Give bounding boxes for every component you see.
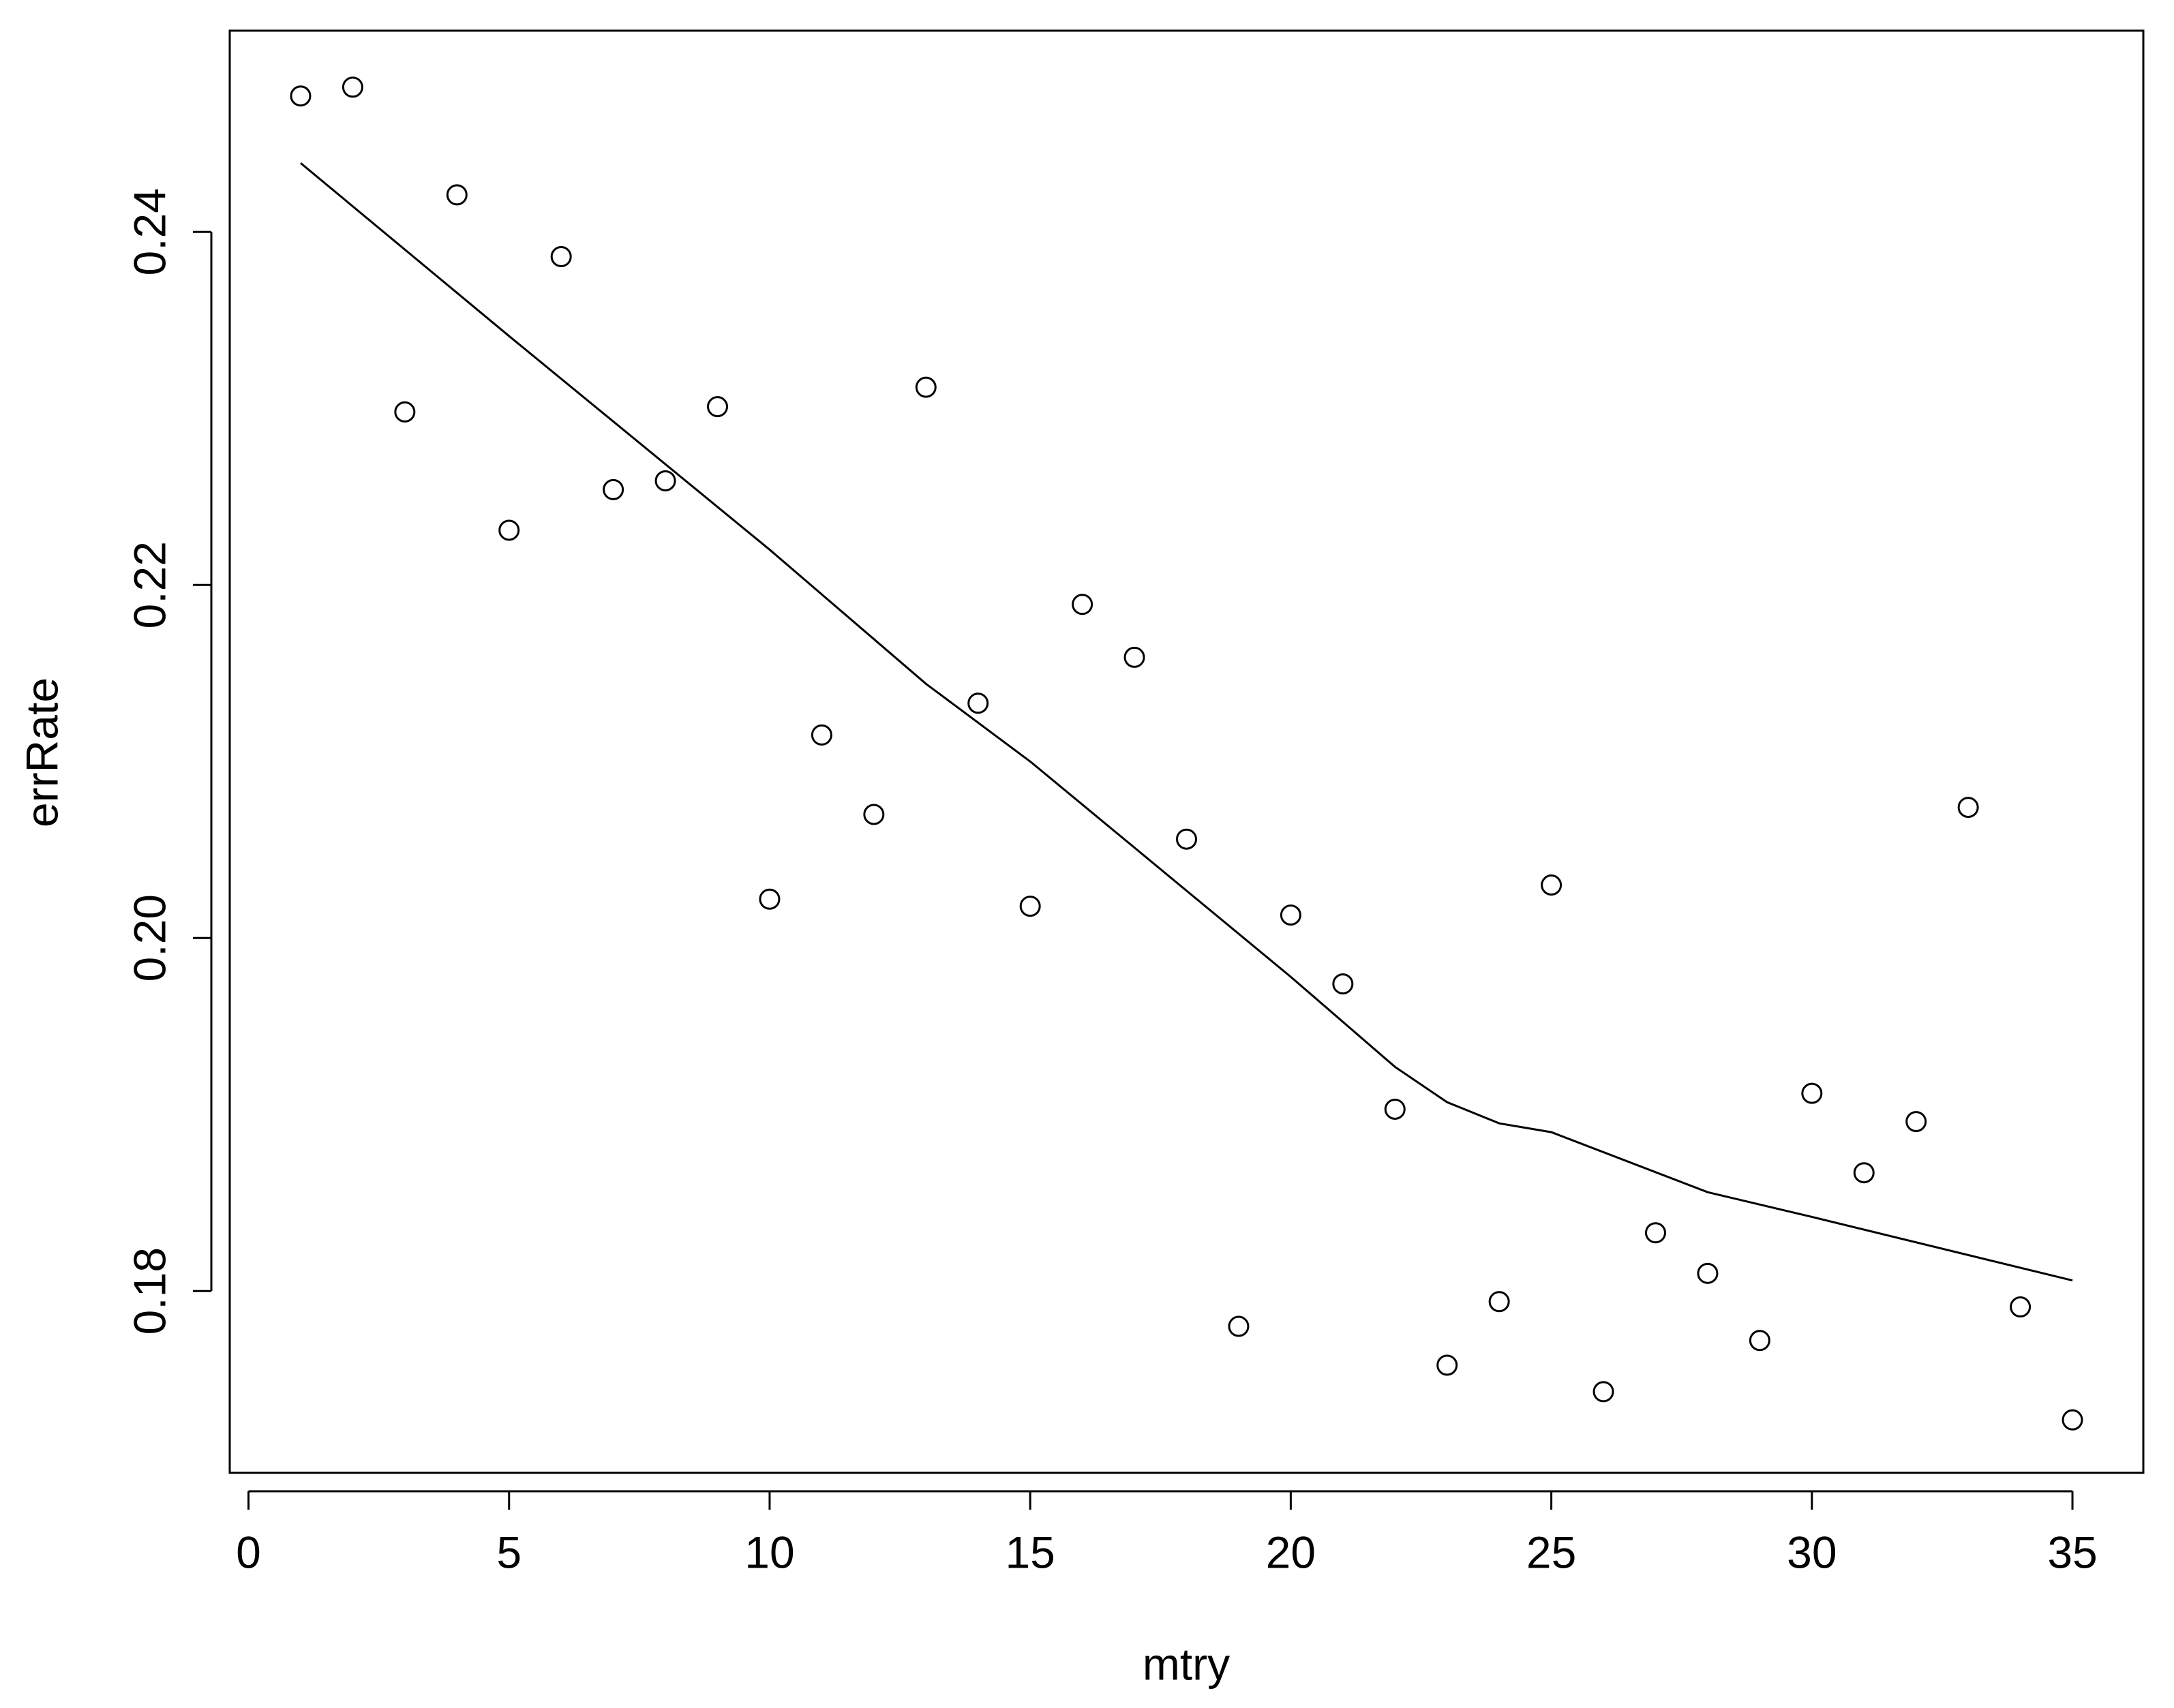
- x-axis-title: mtry: [1143, 1638, 1230, 1689]
- point: [1853, 1162, 1875, 1184]
- point: [1697, 1262, 1719, 1284]
- point: [1488, 1291, 1510, 1313]
- point: [2062, 1409, 2083, 1431]
- y-tick-label: 0.22: [124, 541, 175, 628]
- y-tick-label: 0.24: [124, 188, 175, 275]
- point: [1801, 1082, 1823, 1104]
- point: [498, 519, 520, 541]
- point: [2010, 1296, 2032, 1318]
- point: [1436, 1354, 1458, 1376]
- x-tick-label: 30: [1787, 1527, 1837, 1577]
- point: [342, 76, 363, 98]
- point: [759, 888, 781, 910]
- x-tick-label: 35: [2047, 1527, 2097, 1577]
- point: [1749, 1330, 1770, 1352]
- point: [707, 396, 729, 418]
- point: [1280, 904, 1301, 926]
- trend-line: [300, 162, 2073, 1282]
- point: [446, 184, 468, 206]
- point: [1019, 896, 1041, 917]
- point: [290, 85, 312, 107]
- y-tick-label: 0.18: [124, 1247, 175, 1335]
- point: [1957, 797, 1979, 819]
- point: [1644, 1222, 1666, 1244]
- x-tick-label: 5: [496, 1527, 522, 1577]
- x-tick-label: 0: [236, 1527, 261, 1577]
- point: [654, 470, 676, 491]
- point: [550, 246, 572, 268]
- x-tick-label: 15: [1005, 1527, 1055, 1577]
- plot-box: [228, 29, 2145, 1474]
- point: [1228, 1315, 1250, 1337]
- x-tick-label: 10: [744, 1527, 794, 1577]
- point: [1332, 973, 1354, 995]
- point: [1905, 1111, 1927, 1133]
- x-tick-label: 20: [1266, 1527, 1316, 1577]
- point: [1176, 828, 1197, 850]
- point: [603, 478, 624, 500]
- point: [863, 804, 885, 825]
- point: [967, 692, 989, 714]
- y-axis-title: errRate: [16, 677, 67, 827]
- point: [394, 401, 416, 423]
- y-tick-label: 0.20: [124, 894, 175, 981]
- point: [1592, 1381, 1614, 1403]
- x-tick-label: 25: [1526, 1527, 1576, 1577]
- point: [1072, 594, 1093, 615]
- point: [1123, 646, 1145, 668]
- point: [1541, 874, 1562, 896]
- point: [811, 724, 832, 746]
- point: [915, 376, 937, 398]
- point: [1384, 1098, 1406, 1120]
